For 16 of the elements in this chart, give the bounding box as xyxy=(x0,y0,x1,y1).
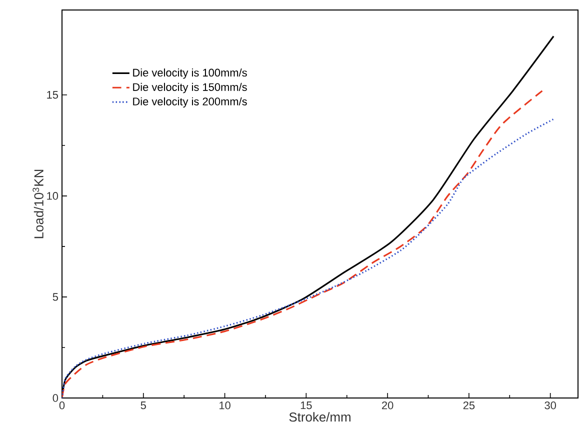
x-tick-label: 25 xyxy=(463,402,475,410)
x-tick-label: 10 xyxy=(220,402,230,410)
x-tick-label: 30 xyxy=(544,402,556,410)
y-tick-label: 0 xyxy=(52,394,58,402)
legend-label: Die velocity is 150mm/s xyxy=(133,82,247,94)
x-tick-label: 15 xyxy=(300,402,312,410)
y-axis-title: Load/10$^{3}$KN xyxy=(32,170,44,238)
y-tick-label: 10 xyxy=(47,192,58,200)
x-tick-label: 5 xyxy=(140,402,146,410)
legend-label: Die velocity is 100mm/s xyxy=(133,68,247,79)
x-tick-label: 0 xyxy=(59,402,65,410)
y-tick-label: 15 xyxy=(47,91,58,99)
legend-label: Die velocity is 200mm/s xyxy=(133,97,247,108)
x-tick-label: 20 xyxy=(382,402,394,410)
y-tick-label: 5 xyxy=(52,293,58,301)
x-axis-title: Stroke/mm xyxy=(289,412,350,422)
